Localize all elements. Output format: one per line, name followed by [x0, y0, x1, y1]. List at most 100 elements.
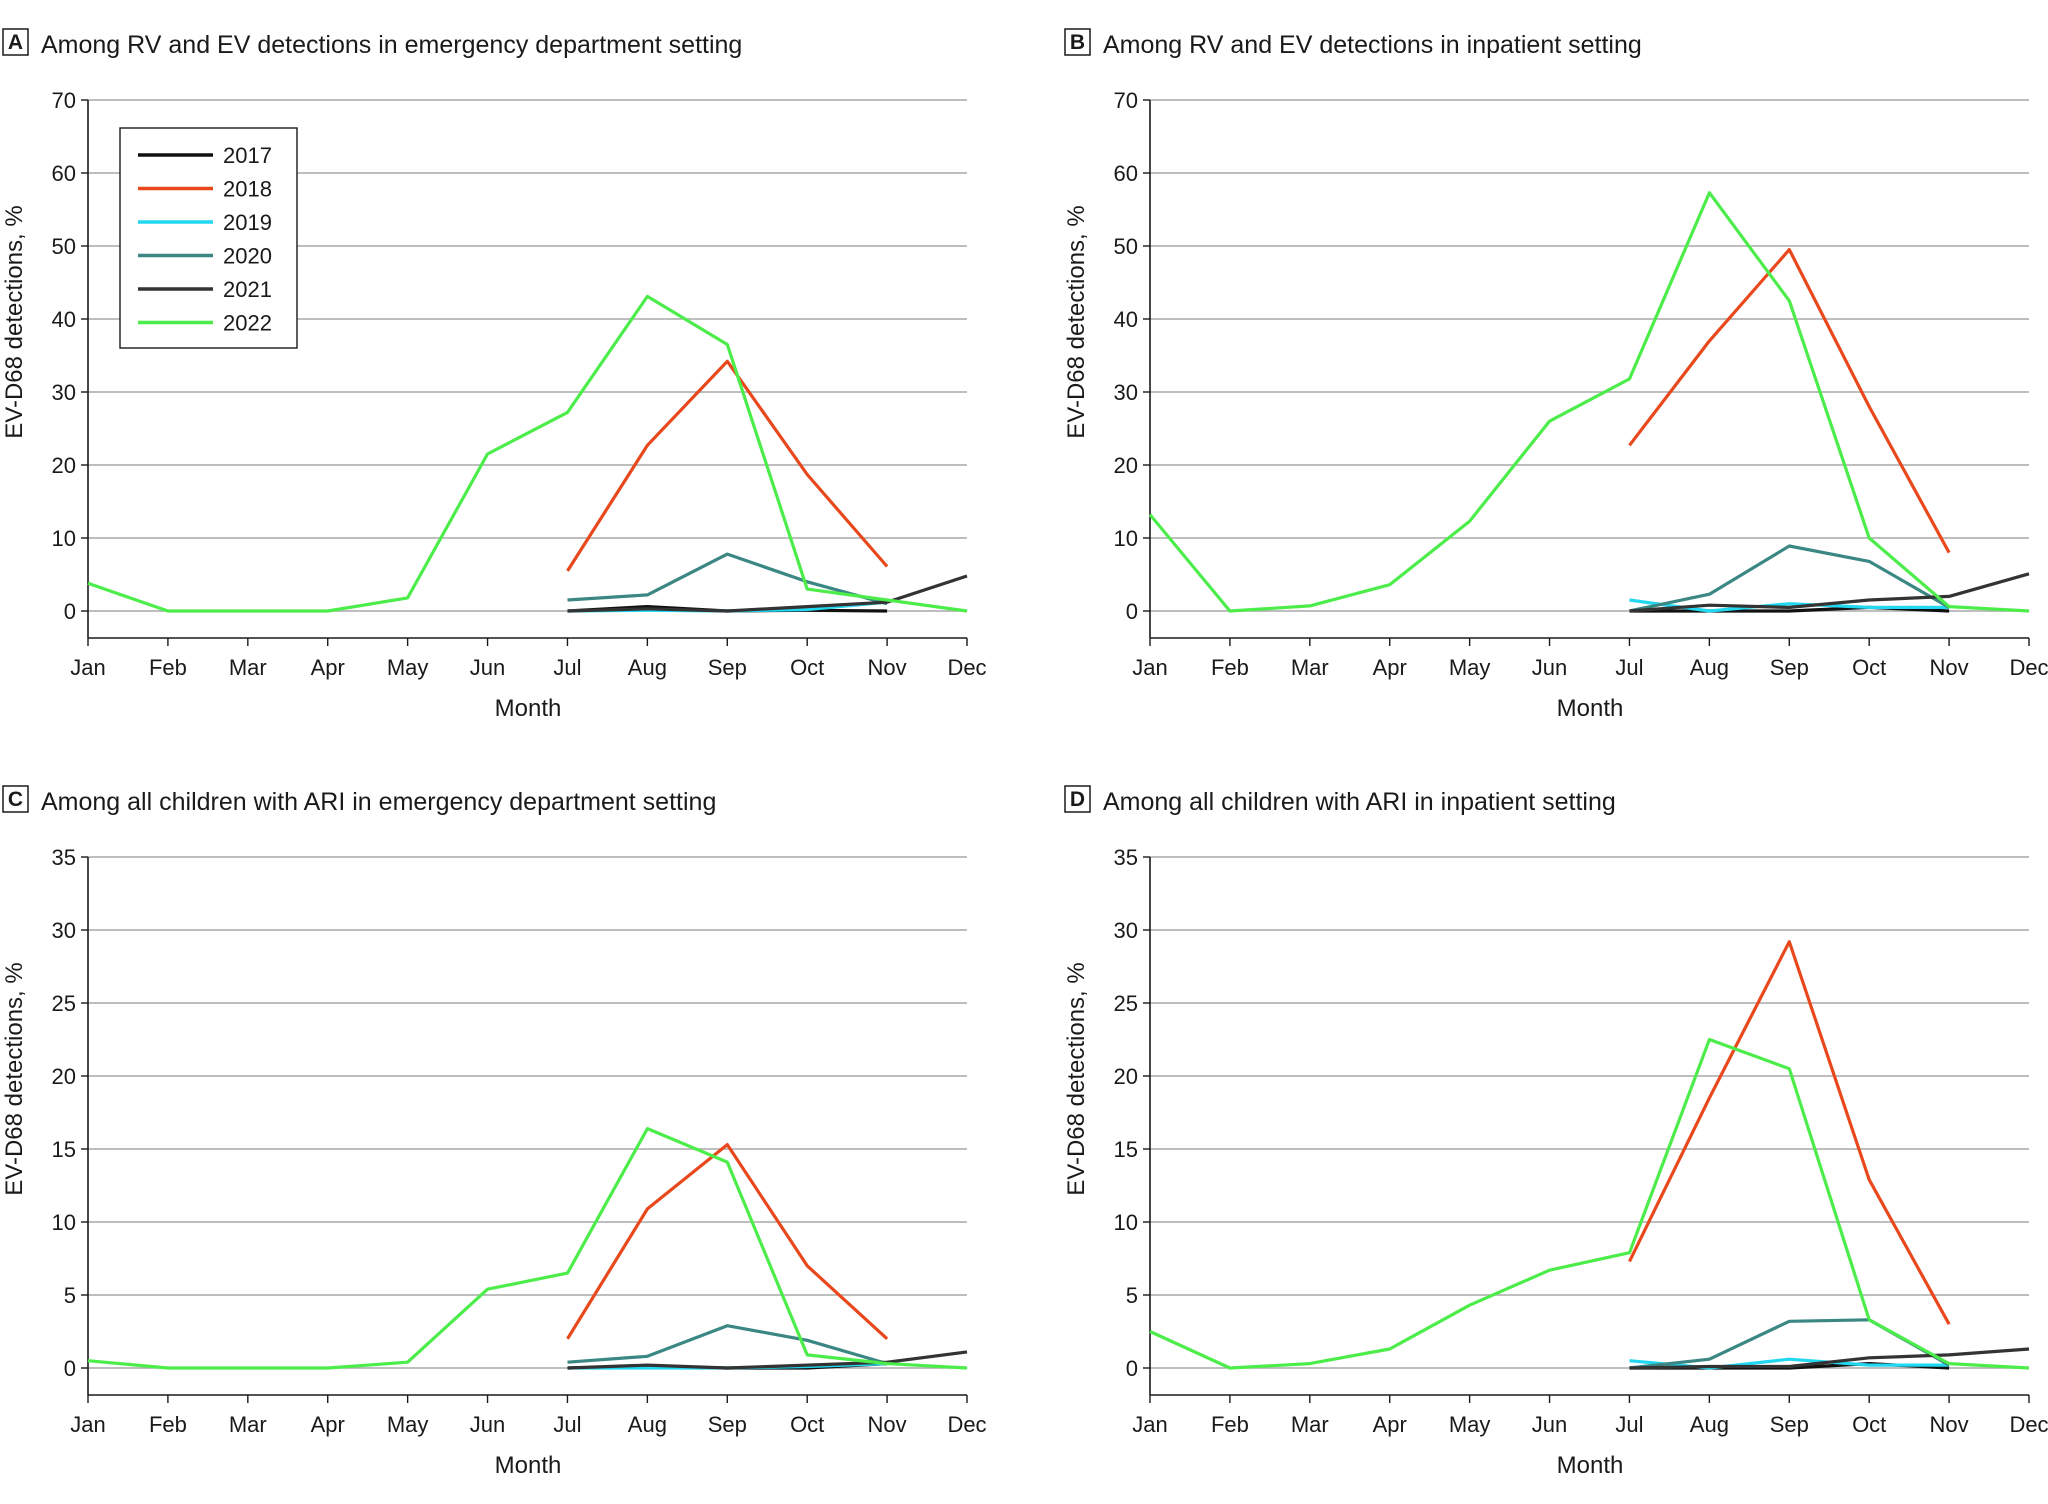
x-axis-label: Month [495, 1452, 562, 1479]
panel-title: Among RV and EV detections in inpatient … [1103, 31, 1642, 59]
y-axis-label: EV-D68 detections, % [1, 205, 28, 438]
legend-label: 2019 [223, 210, 272, 235]
x-axis-label: Month [1557, 695, 1624, 722]
series-line-2021 [1629, 1347, 2030, 1370]
x-tick-label: Aug [628, 655, 667, 680]
x-tick-label: Dec [947, 655, 986, 680]
y-tick-label: 10 [1114, 1210, 1138, 1235]
x-axis-label: Month [495, 695, 562, 722]
x-tick-label: Dec [2009, 1412, 2048, 1437]
y-axis-label: EV-D68 detections, % [1063, 962, 1090, 1195]
legend-label: 2017 [223, 143, 272, 168]
y-tick-label: 60 [1114, 161, 1138, 186]
x-tick-label: Jun [470, 1412, 505, 1437]
x-tick-label: May [387, 1412, 429, 1437]
panel-letter: B [1070, 31, 1085, 54]
panel-letter-box [1064, 28, 1091, 56]
y-tick-label: 30 [52, 380, 76, 405]
x-tick-label: Mar [1291, 655, 1329, 680]
x-tick-label: Apr [1373, 1412, 1407, 1437]
y-tick-label: 0 [64, 1356, 76, 1381]
series-line-2022 [87, 1127, 968, 1370]
y-tick-label: 40 [1114, 307, 1138, 332]
x-tick-label: Aug [628, 1412, 667, 1437]
x-tick-label: Nov [1930, 1412, 1969, 1437]
x-tick-label: May [1449, 1412, 1491, 1437]
series-line-2018 [1628, 248, 1951, 554]
x-tick-label: Oct [1852, 655, 1886, 680]
x-tick-label: Oct [790, 655, 824, 680]
series-line-2020 [567, 552, 888, 606]
y-tick-label: 35 [1114, 845, 1138, 870]
x-tick-label: Jul [553, 655, 581, 680]
y-axis-label: EV-D68 detections, % [1, 962, 28, 1195]
panel-letter: A [8, 31, 23, 54]
panel-b-chart: B Among RV and EV detections in inpatien… [1063, 28, 2048, 722]
x-tick-label: Mar [229, 655, 267, 680]
y-tick-label: 30 [1114, 380, 1138, 405]
y-tick-label: 30 [1114, 918, 1138, 943]
x-tick-label: Jan [1132, 1412, 1167, 1437]
x-axis-label: Month [1557, 1452, 1624, 1479]
x-tick-label: Oct [1852, 1412, 1886, 1437]
x-tick-label: Jan [70, 1412, 105, 1437]
panel-title: Among all children with ARI in inpatient… [1103, 788, 1616, 816]
x-tick-label: Sep [1770, 1412, 1809, 1437]
y-tick-label: 10 [52, 526, 76, 551]
y-tick-label: 0 [1126, 599, 1138, 624]
y-tick-label: 50 [52, 234, 76, 259]
x-tick-label: Jul [553, 1412, 581, 1437]
y-tick-label: 30 [52, 918, 76, 943]
x-tick-label: Jul [1615, 655, 1643, 680]
series-line-2020 [1629, 544, 1950, 613]
y-tick-label: 35 [52, 845, 76, 870]
panel-title: Among RV and EV detections in emergency … [41, 31, 742, 59]
series-line-2018 [1628, 940, 1951, 1325]
x-tick-label: Feb [149, 1412, 187, 1437]
x-tick-label: Aug [1690, 655, 1729, 680]
series-line-2020 [567, 1324, 888, 1366]
y-tick-label: 20 [1114, 453, 1138, 478]
y-axis-label: EV-D68 detections, % [1063, 205, 1090, 438]
x-tick-label: Mar [1291, 1412, 1329, 1437]
x-tick-label: Apr [311, 655, 345, 680]
y-tick-label: 70 [52, 88, 76, 113]
y-tick-label: 40 [52, 307, 76, 332]
panel-a-chart: A Among RV and EV detections in emergenc… [1, 28, 987, 722]
y-tick-label: 15 [52, 1137, 76, 1162]
y-tick-label: 0 [1126, 1356, 1138, 1381]
x-tick-label: Feb [1211, 1412, 1249, 1437]
x-tick-label: Sep [708, 1412, 747, 1437]
panel-c-chart: C Among all children with ARI in emergen… [1, 785, 987, 1479]
x-tick-label: Jan [1132, 655, 1167, 680]
x-tick-label: Jun [1532, 1412, 1567, 1437]
legend-label: 2020 [223, 244, 272, 269]
x-tick-label: Nov [1930, 655, 1969, 680]
x-tick-label: Oct [790, 1412, 824, 1437]
panel-letter: D [1070, 788, 1085, 811]
x-tick-label: May [387, 655, 429, 680]
y-tick-label: 20 [1114, 1064, 1138, 1089]
x-tick-label: Mar [229, 1412, 267, 1437]
y-tick-label: 50 [1114, 234, 1138, 259]
y-tick-label: 60 [52, 161, 76, 186]
y-tick-label: 5 [1126, 1283, 1138, 1308]
x-tick-label: Feb [149, 655, 187, 680]
x-tick-label: Feb [1211, 655, 1249, 680]
x-tick-label: Apr [1373, 655, 1407, 680]
panel-letter: C [8, 788, 23, 811]
x-tick-label: Dec [947, 1412, 986, 1437]
panel-title: Among all children with ARI in emergency… [41, 788, 716, 816]
series-line-2022 [1148, 191, 2030, 613]
x-tick-label: Apr [311, 1412, 345, 1437]
series-line-2021 [1629, 572, 2030, 613]
x-tick-label: Nov [868, 1412, 907, 1437]
panel-letter-box [2, 28, 29, 56]
legend-box [119, 127, 298, 349]
legend-label: 2021 [223, 277, 272, 302]
x-tick-label: Sep [708, 655, 747, 680]
x-tick-label: Jan [70, 655, 105, 680]
y-tick-label: 70 [1114, 88, 1138, 113]
x-tick-label: Jun [1532, 655, 1567, 680]
series-line-2021 [567, 1350, 968, 1370]
